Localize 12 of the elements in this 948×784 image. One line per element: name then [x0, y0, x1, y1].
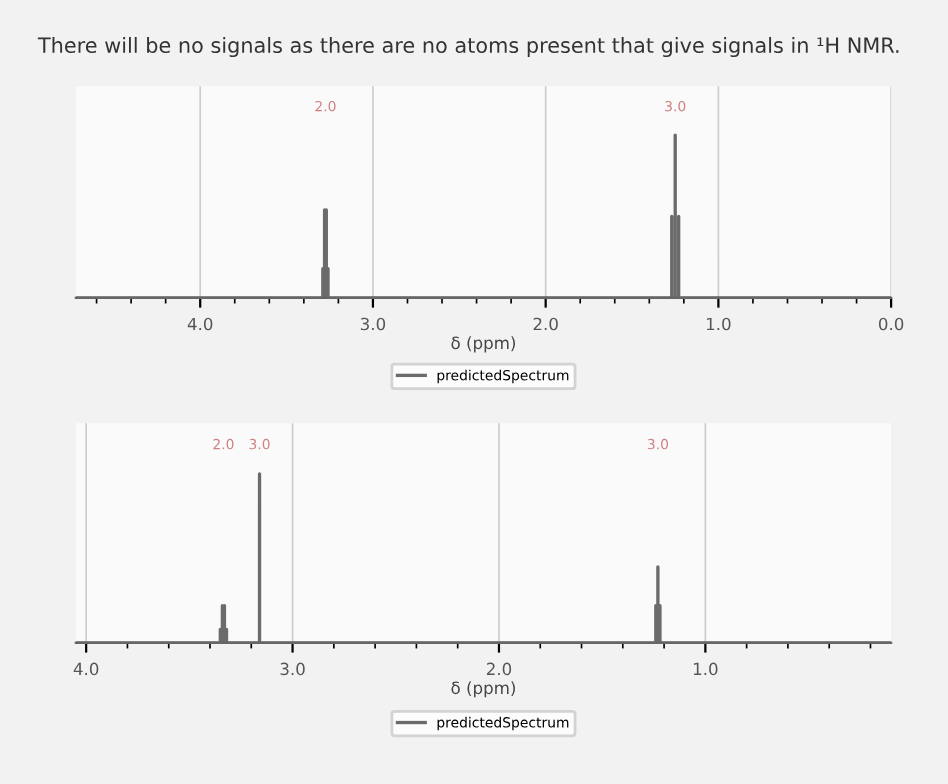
x-tick-label: 2.0	[486, 662, 512, 676]
x-tick-label: 1.0	[706, 317, 731, 331]
x-axis-title: δ (ppm)	[451, 336, 515, 353]
x-tick-label: 3.0	[280, 662, 305, 676]
x-tick-label: 4.0	[73, 662, 99, 676]
x-tick-label: 2.0	[533, 317, 558, 331]
x-axis-title: δ (ppm)	[451, 681, 515, 698]
x-tick-label: 1.0	[693, 662, 718, 676]
x-tick-label: 3.0	[360, 317, 386, 331]
x-tick-label: 0.0	[878, 317, 904, 331]
chart-title: There will be no signals as there are no atoms present that give signals in ¹H NMR.	[37, 36, 899, 58]
x-tick-label: 4.0	[187, 317, 213, 331]
